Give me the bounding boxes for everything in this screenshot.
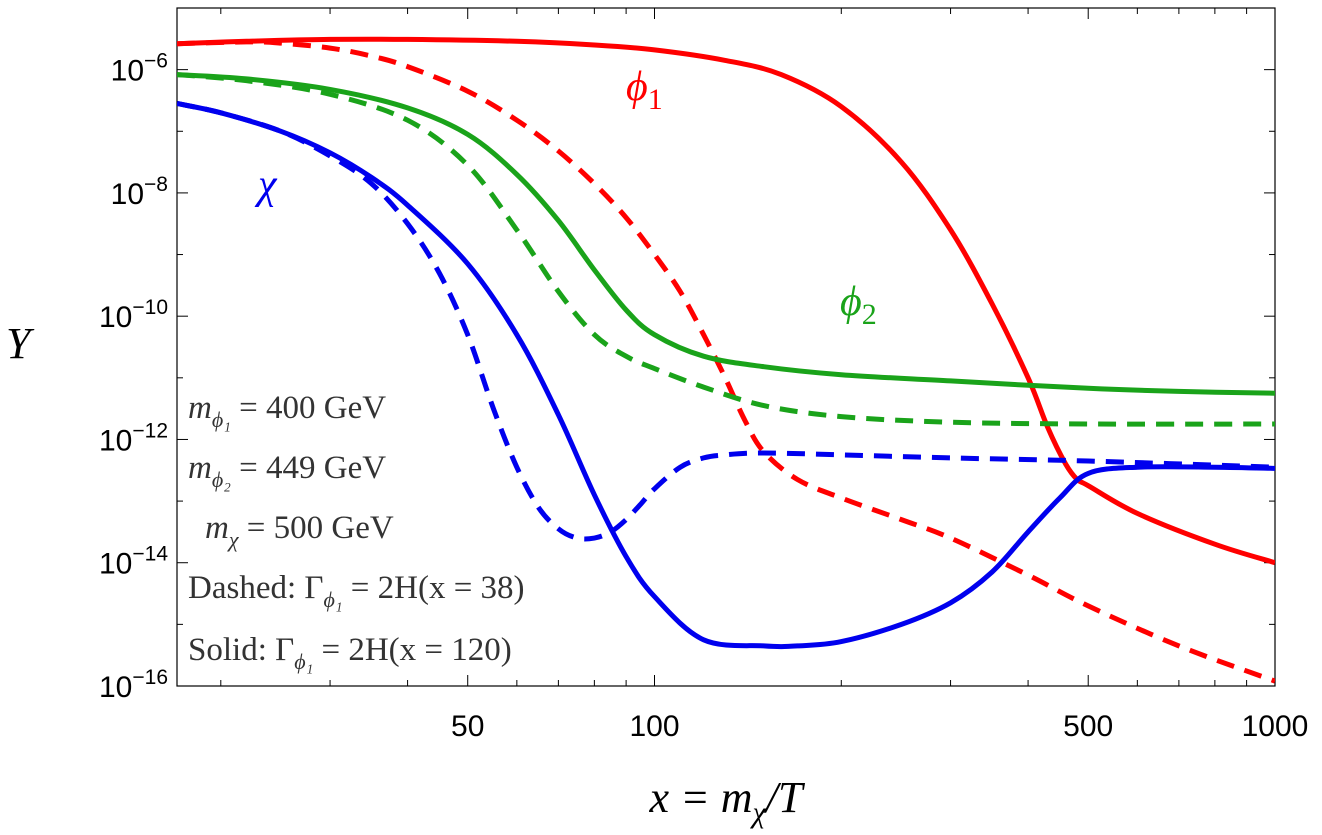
- y-axis-title: Y: [6, 319, 35, 368]
- series-line-chi_solid: [177, 101, 1275, 650]
- annotation-2: mϕ₂ = 449 GeV: [188, 450, 386, 492]
- annotation-1: mϕ₁ = 400 GeV: [188, 390, 386, 432]
- series-line-phi2_dashed: [177, 72, 1275, 427]
- series-label-chi: χ: [254, 162, 278, 208]
- x-tick-label: 500: [1063, 710, 1113, 743]
- series-label-phi2: ϕ2: [840, 279, 877, 331]
- y-tick-label: 10−6: [111, 50, 168, 88]
- y-tick-label: 10−8: [111, 173, 168, 211]
- y-tick-label: 10−14: [99, 543, 168, 581]
- y-tick-label: 10−16: [99, 666, 168, 704]
- series-line-phi1_dashed: [177, 39, 1275, 684]
- annotation-3: mχ = 500 GeV: [205, 510, 394, 552]
- annotation-5: Solid: Γϕ₁ = 2H(x = 120): [188, 632, 512, 674]
- annotation-4: Dashed: Γϕ₁ = 2H(x = 38): [188, 570, 525, 612]
- y-tick-label: 10−12: [99, 419, 168, 457]
- series-line-phi2_solid: [177, 72, 1275, 396]
- x-axis-title: x = mχ/T: [649, 773, 806, 829]
- series-label-phi1: ϕ1: [626, 64, 663, 116]
- x-tick-label: 100: [629, 710, 679, 743]
- plot-frame: [176, 7, 1276, 687]
- series-line-chi_dashed: [177, 101, 1275, 542]
- series-line-phi1_solid: [177, 36, 1275, 566]
- x-tick-label: 50: [451, 710, 484, 743]
- x-tick-label: 1000: [1242, 710, 1309, 743]
- y-tick-label: 10−10: [99, 296, 168, 334]
